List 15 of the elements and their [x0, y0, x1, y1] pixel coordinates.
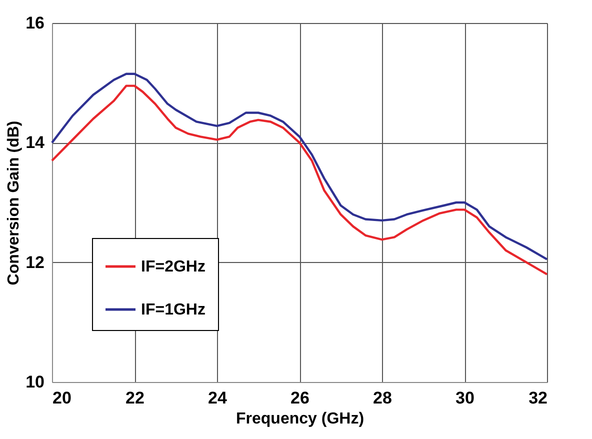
y-axis-title: Conversion Gain (dB) — [6, 120, 23, 286]
x-tick-label: 28 — [373, 388, 392, 408]
x-tick-label: 32 — [528, 388, 548, 408]
legend-label: IF=2GHz — [141, 258, 206, 276]
x-tick-label: 22 — [126, 388, 144, 408]
x-tick-label: 26 — [290, 388, 310, 408]
x-tick-label: 24 — [208, 388, 228, 408]
x-tick-label: 30 — [456, 388, 474, 408]
x-tick-label: 20 — [52, 388, 72, 408]
y-tick-label: 10 — [26, 372, 44, 392]
y-tick-label: 16 — [26, 14, 44, 32]
y-tick-label: 14 — [26, 133, 46, 152]
legend-label: IF=1GHz — [141, 302, 206, 318]
y-tick-label: 12 — [26, 252, 44, 272]
x-axis-title: Frequency (GHz) — [236, 410, 364, 428]
